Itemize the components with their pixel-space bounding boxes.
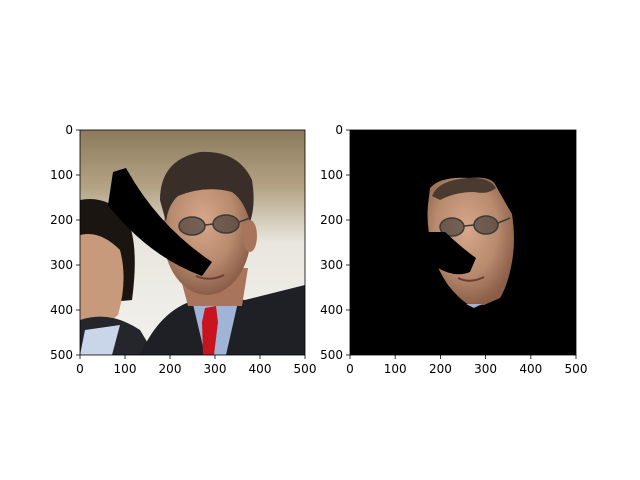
segmented-face xyxy=(427,177,514,306)
occluder-band xyxy=(108,168,212,276)
left-y-tick-label: 300 xyxy=(50,258,73,272)
hair xyxy=(160,151,254,222)
left-x-tick-label: 400 xyxy=(249,362,272,376)
right-y-tick-label: 300 xyxy=(320,258,343,272)
left-y-tick-label: 100 xyxy=(50,168,73,182)
right-y-tick-label: 100 xyxy=(320,168,343,182)
right-x-tick-label: 200 xyxy=(429,362,452,376)
left-person-shirt xyxy=(80,325,120,355)
segmented-hair xyxy=(432,177,496,200)
right-frame xyxy=(349,129,577,356)
left-y-ticks: 0 100 200 300 400 500 xyxy=(50,123,80,362)
right-y-ticks: 0 100 200 300 400 500 xyxy=(320,123,350,362)
left-x-tick-label: 500 xyxy=(294,362,317,376)
left-y-tick-label: 400 xyxy=(50,303,73,317)
right-axes: 0 100 200 300 400 500 0 100 200 300 400 500 xyxy=(320,123,587,376)
left-x-tick-label: 0 xyxy=(76,362,84,376)
left-axes: 0 100 200 300 400 500 0 100 200 300 400 500 xyxy=(50,123,316,376)
left-y-tick-label: 200 xyxy=(50,213,73,227)
right-x-tick-label: 500 xyxy=(565,362,588,376)
segmented-collar xyxy=(466,304,482,308)
segmented-mouth xyxy=(457,276,485,282)
left-x-ticks: 0 100 200 300 400 500 xyxy=(76,355,316,376)
right-y-tick-label: 0 xyxy=(335,123,343,137)
occluder-band-outer xyxy=(118,165,150,214)
left-frame xyxy=(79,129,306,356)
right-y-tick-label: 500 xyxy=(320,348,343,362)
right-x-tick-label: 100 xyxy=(384,362,407,376)
right-x-ticks: 0 100 200 300 400 500 xyxy=(346,355,587,376)
red-tie xyxy=(202,306,218,355)
right-x-tick-label: 400 xyxy=(519,362,542,376)
glasses xyxy=(178,214,251,236)
ear xyxy=(243,220,257,252)
left-y-tick-label: 0 xyxy=(65,123,73,137)
right-x-tick-label: 0 xyxy=(346,362,354,376)
segmented-glasses xyxy=(439,215,511,237)
right-image xyxy=(350,130,576,355)
right-x-tick-label: 300 xyxy=(474,362,497,376)
left-y-tick-label: 500 xyxy=(50,348,73,362)
left-image xyxy=(80,130,305,355)
left-x-tick-label: 100 xyxy=(114,362,137,376)
mouth xyxy=(195,274,225,280)
left-x-tick-label: 300 xyxy=(204,362,227,376)
right-y-tick-label: 200 xyxy=(320,213,343,227)
occluded-patch xyxy=(425,232,476,275)
left-x-tick-label: 200 xyxy=(159,362,182,376)
right-y-tick-label: 400 xyxy=(320,303,343,317)
left-person-face xyxy=(80,234,124,327)
